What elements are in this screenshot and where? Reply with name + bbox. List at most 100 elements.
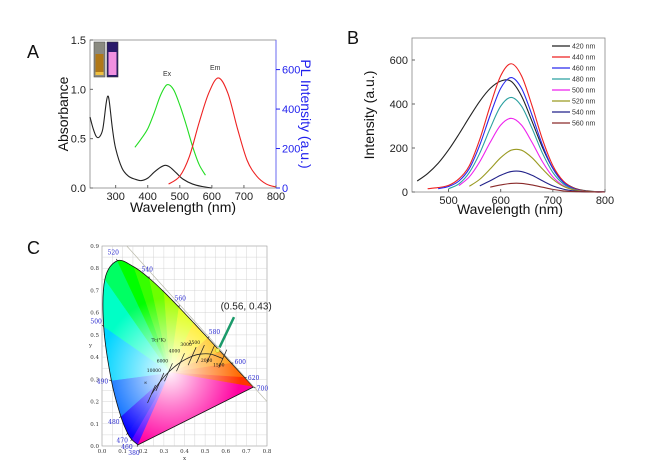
temperature-label: 2000 bbox=[201, 358, 213, 364]
y-axis-title: Absorbance bbox=[55, 76, 71, 151]
y-axis-title: Intensity (a.u.) bbox=[361, 71, 377, 160]
panel-b-chart: 420 nm 440 nm 460 nm 480 nm 500 nm 520 nm 540 … bbox=[361, 37, 614, 217]
wavelength-label: 380 bbox=[128, 450, 140, 457]
legend-label: 440 nm bbox=[572, 55, 596, 62]
y-axis-title: y bbox=[88, 343, 93, 349]
temperature-label: 2500 bbox=[189, 340, 201, 346]
wavelength-label: 490 bbox=[97, 379, 109, 386]
em-label: Em bbox=[210, 65, 221, 72]
isotherm-line bbox=[147, 384, 156, 404]
panel-a-chart: Ex Em 300 400 500 600 700 800 0.0 0.5 1.0 1.5 0 200… bbox=[55, 35, 314, 215]
y-tick-label: 1.0 bbox=[71, 84, 86, 96]
x-axis-title: x bbox=[183, 456, 187, 462]
wavelength-label: 560 bbox=[175, 295, 187, 302]
y-tick-label: 600 bbox=[390, 55, 408, 67]
isotherm-line bbox=[187, 347, 197, 366]
diagonal-line bbox=[126, 245, 268, 402]
locus-tick bbox=[116, 258, 118, 261]
panel-c-cie-diagram: 0.0 0.1 0.2 0.3 0.4 0.5 0.6 0.7 0.8 0.0 0.1 0.2 0.3 0… bbox=[88, 244, 272, 462]
x-tick-label: 500 bbox=[171, 191, 189, 203]
wavelength-label: 500 bbox=[90, 318, 102, 325]
locus-tick bbox=[119, 416, 122, 419]
wavelength-label: 540 bbox=[142, 267, 154, 274]
y2-tick-label: 400 bbox=[282, 104, 300, 116]
panel-label-a: A bbox=[27, 42, 39, 62]
wavelength-label: 700 bbox=[257, 385, 269, 392]
y-tick-label: 400 bbox=[390, 99, 408, 111]
temperature-label: 4000 bbox=[169, 348, 181, 354]
x-tick-label: 600 bbox=[491, 195, 509, 207]
x-tick-label: 700 bbox=[544, 195, 562, 207]
locus-tick bbox=[126, 432, 128, 435]
y-tick-label: 0.8 bbox=[90, 266, 99, 272]
cuvette-inset bbox=[93, 41, 119, 78]
y-tick-label: 0.5 bbox=[90, 333, 99, 339]
x-tick-label: 0.0 bbox=[98, 449, 107, 455]
isotherm-line bbox=[164, 363, 173, 382]
panel-label-b: B bbox=[347, 28, 359, 48]
legend-label: 460 nm bbox=[572, 66, 596, 73]
y-tick-label: 0.0 bbox=[90, 444, 99, 450]
x-tick-label: 0.6 bbox=[221, 449, 230, 455]
x-tick-label: 400 bbox=[139, 191, 157, 203]
locus-tick bbox=[136, 444, 139, 447]
y-tick-label: 0.7 bbox=[90, 288, 99, 294]
ex-label: Ex bbox=[163, 71, 172, 78]
x-axis-title: Wavelength (nm) bbox=[457, 201, 563, 217]
panel-label-c: C bbox=[27, 238, 40, 258]
y-tick-label: 0.9 bbox=[90, 244, 99, 250]
temperature-label: ∞ bbox=[144, 381, 148, 386]
ex-curve bbox=[134, 84, 206, 176]
y-tick-label: 200 bbox=[390, 143, 408, 155]
y-tick-label: 0.5 bbox=[71, 134, 86, 146]
legend-label: 520 nm bbox=[572, 99, 596, 106]
locus-tick bbox=[130, 439, 132, 442]
legend-label: 500 nm bbox=[572, 88, 596, 95]
x-tick-label: 0.3 bbox=[160, 449, 169, 455]
wavelength-label: 600 bbox=[235, 359, 247, 366]
absorbance-curve bbox=[89, 95, 212, 189]
legend-label: 420 nm bbox=[572, 44, 596, 51]
x-tick-label: 800 bbox=[267, 191, 285, 203]
isotherm-line bbox=[206, 345, 215, 364]
y-tick-label: 0.1 bbox=[90, 422, 99, 428]
y-tick-label: 1.5 bbox=[71, 35, 86, 47]
spectral-locus bbox=[102, 259, 255, 446]
x-tick-label: 0.7 bbox=[242, 449, 251, 455]
locus-tick bbox=[207, 336, 210, 339]
em-curve bbox=[168, 77, 277, 188]
legend: 420 nm 440 nm 460 nm 480 nm 500 nm 520 nm 540 … bbox=[552, 44, 596, 128]
y-tick-label: 0 bbox=[402, 187, 408, 199]
point-arrow bbox=[218, 316, 236, 348]
y-tick-label: 0.0 bbox=[71, 183, 86, 195]
series-560-nm bbox=[490, 182, 606, 193]
isotherm-line bbox=[176, 353, 185, 372]
y-tick-label: 0.2 bbox=[90, 400, 99, 406]
x-axis-title: Wavelength (nm) bbox=[130, 199, 236, 215]
y2-tick-label: 0 bbox=[282, 183, 288, 195]
x-tick-label: 800 bbox=[596, 195, 614, 207]
series-540-nm bbox=[479, 170, 606, 193]
temperature-label: 6000 bbox=[157, 358, 169, 364]
y2-axis-title: PL Intensity (a.u.) bbox=[298, 59, 314, 168]
plot-frame bbox=[411, 37, 606, 193]
series-420-nm bbox=[416, 79, 606, 193]
y-tick-label: 0.4 bbox=[90, 355, 99, 361]
x-tick-label: 0.4 bbox=[180, 449, 189, 455]
x-tick-label: 700 bbox=[235, 191, 253, 203]
x-tick-label: 0.5 bbox=[201, 449, 210, 455]
temperature-label: 10000 bbox=[147, 368, 161, 374]
point-label: (0.56, 0.43) bbox=[221, 301, 272, 312]
temperature-label: 3000 bbox=[180, 342, 192, 348]
isotherm-line bbox=[155, 372, 165, 392]
y-tick-label: 0.6 bbox=[90, 311, 99, 317]
legend-label: 480 nm bbox=[572, 77, 596, 84]
y2-tick-label: 200 bbox=[282, 144, 300, 156]
x-tick-label: 600 bbox=[203, 191, 221, 203]
x-tick-label: 0.8 bbox=[263, 449, 272, 455]
wavelength-label: 580 bbox=[209, 329, 221, 336]
legend-label: 560 nm bbox=[572, 121, 596, 128]
x-tick-label: 500 bbox=[439, 195, 457, 207]
locus-tick bbox=[101, 325, 104, 327]
